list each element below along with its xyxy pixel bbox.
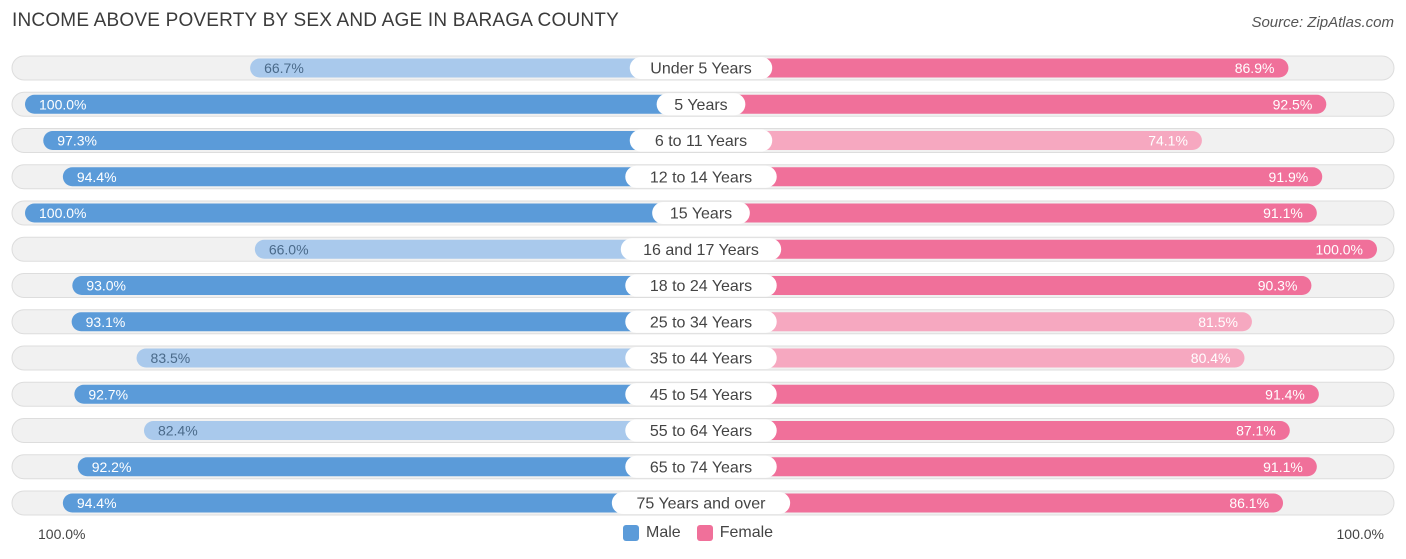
value-label-male: 100.0%: [39, 96, 86, 112]
value-label-male: 94.4%: [77, 169, 117, 185]
value-label-female: 86.9%: [1235, 60, 1275, 76]
category-label-pill: [625, 383, 777, 406]
value-label-male: 83.5%: [151, 350, 191, 366]
category-label-pill: [611, 492, 791, 514]
value-label-female: 91.4%: [1265, 386, 1305, 402]
value-label-female: 80.4%: [1191, 350, 1231, 366]
category-label-pill: [625, 165, 777, 188]
category-label-pill: [625, 274, 777, 297]
source-credit: Source: ZipAtlas.com: [1251, 14, 1394, 31]
bar-female: [701, 131, 1202, 150]
bar-male: [72, 276, 701, 295]
bar-female: [701, 348, 1245, 368]
value-label-male: 100.0%: [39, 205, 86, 221]
value-label-female: 90.3%: [1258, 278, 1298, 294]
bar-male: [74, 384, 701, 404]
category-label-pill: [629, 129, 773, 152]
category-label: 18 to 24 Years: [650, 278, 752, 295]
value-label-female: 92.5%: [1273, 96, 1313, 112]
category-label: 75 Years and over: [637, 496, 767, 513]
legend-swatch-female: [696, 525, 713, 541]
legend: Male Female: [623, 524, 789, 542]
bar-male: [250, 58, 701, 78]
category-label-pill: [625, 419, 777, 442]
category-label: 16 and 17 Years: [643, 242, 759, 259]
bar-female: [701, 312, 1252, 332]
chart-title: INCOME ABOVE POVERTY BY SEX AND AGE IN B…: [12, 10, 619, 31]
value-label-male: 92.7%: [88, 386, 128, 402]
bar-male: [62, 167, 701, 187]
bar-female: [701, 58, 1289, 78]
bar-female: [701, 167, 1323, 187]
category-label-pill: [625, 455, 777, 478]
legend-label-male: Male: [646, 524, 681, 541]
category-label-pill: [620, 238, 782, 261]
value-label-female: 91.1%: [1263, 459, 1303, 475]
bar-male: [62, 493, 701, 513]
value-label-female: 91.1%: [1263, 205, 1303, 221]
category-label: 55 to 64 Years: [650, 423, 752, 440]
category-label: 35 to 44 Years: [650, 351, 752, 368]
bar-female: [701, 276, 1312, 295]
axis-right-label: 100.0%: [1336, 526, 1384, 542]
category-label-pill: [652, 202, 750, 224]
category-label-pill: [625, 347, 777, 369]
bar-female: [701, 203, 1317, 223]
bar-male: [25, 203, 701, 223]
value-label-female: 100.0%: [1316, 241, 1363, 257]
legend-item-female: Female: [696, 524, 774, 542]
bar-female: [701, 94, 1327, 114]
category-label-pill: [656, 93, 746, 116]
bar-male: [25, 94, 701, 114]
value-label-male: 82.4%: [158, 423, 198, 439]
category-label: 6 to 11 Years: [655, 133, 747, 150]
bar-male: [43, 131, 701, 150]
category-label-pill: [625, 310, 777, 333]
value-label-female: 74.1%: [1148, 133, 1188, 149]
value-label-male: 92.2%: [92, 459, 132, 475]
bar-female: [701, 421, 1290, 440]
category-label: 25 to 34 Years: [650, 314, 752, 331]
bar-male: [77, 457, 701, 477]
value-label-male: 66.7%: [264, 60, 304, 76]
bar-female: [701, 457, 1317, 477]
value-label-female: 91.9%: [1269, 169, 1309, 185]
category-label-pill: [629, 57, 773, 79]
bar-male: [143, 421, 701, 440]
category-label: Under 5 Years: [650, 61, 751, 78]
value-label-female: 87.1%: [1236, 423, 1276, 439]
bar-male: [71, 312, 702, 332]
value-label-female: 81.5%: [1198, 314, 1238, 330]
axis-left-label: 100.0%: [38, 526, 86, 542]
bar-female: [701, 493, 1284, 513]
legend-item-male: Male: [623, 524, 681, 542]
category-label: 12 to 14 Years: [650, 169, 752, 186]
legend-swatch-male: [623, 525, 639, 541]
value-label-male: 93.0%: [86, 278, 126, 294]
category-label: 65 to 74 Years: [650, 459, 752, 476]
bar-female: [701, 239, 1377, 259]
category-label: 15 Years: [670, 206, 732, 223]
bar-male: [254, 239, 701, 259]
value-label-male: 93.1%: [86, 314, 126, 330]
bar-male: [136, 348, 702, 368]
bar-female: [701, 384, 1319, 404]
value-label-male: 94.4%: [77, 495, 117, 511]
legend-label-female: Female: [719, 524, 774, 541]
category-label: 45 to 54 Years: [650, 387, 752, 404]
value-label-male: 97.3%: [57, 133, 97, 149]
value-label-female: 86.1%: [1229, 495, 1269, 511]
category-label: 5 Years: [674, 97, 727, 114]
value-label-male: 66.0%: [269, 241, 309, 257]
